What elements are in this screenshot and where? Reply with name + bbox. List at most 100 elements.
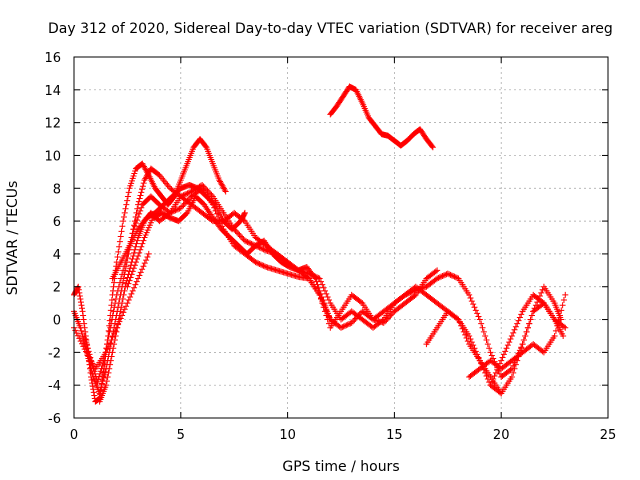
data-point-interp xyxy=(112,296,119,303)
data-point xyxy=(109,349,116,356)
data-point-interp xyxy=(102,368,109,375)
data-point-interp xyxy=(526,320,533,327)
data-point xyxy=(113,324,120,331)
x-tick-label: 20 xyxy=(493,428,510,443)
data-point-interp xyxy=(100,375,107,382)
data-point-interp xyxy=(488,379,495,386)
data-point-interp xyxy=(125,280,132,287)
data-point-interp xyxy=(208,192,215,199)
data-point-interp xyxy=(342,322,349,329)
data-point xyxy=(252,259,259,266)
data-point xyxy=(560,332,567,339)
data-point-interp xyxy=(456,319,463,326)
data-point-interp xyxy=(96,370,103,377)
data-point-interp xyxy=(384,315,391,322)
data-point-interp xyxy=(339,324,346,331)
data-point-interp xyxy=(311,274,318,281)
data-point-interp xyxy=(527,316,534,323)
data-point-interp xyxy=(141,260,148,267)
data-point-interp xyxy=(126,277,133,284)
data-point-interp xyxy=(490,376,497,383)
data-point-interp xyxy=(78,302,85,309)
data-point-interp xyxy=(136,210,143,217)
data-point-interp xyxy=(117,275,124,282)
data-point-interp xyxy=(101,371,108,378)
data-point-interp xyxy=(84,345,91,352)
data-point-interp xyxy=(388,311,395,318)
data-point-interp xyxy=(105,327,112,334)
data-point-interp xyxy=(131,284,138,291)
data-point-interp xyxy=(241,210,248,217)
data-point-interp xyxy=(502,348,509,355)
data-point-interp xyxy=(207,190,214,197)
data-point-interp xyxy=(237,233,244,240)
data-point-interp xyxy=(507,366,514,373)
data-point-interp xyxy=(474,310,481,317)
data-point-interp xyxy=(103,378,110,385)
data-point-interp xyxy=(460,328,467,335)
data-point xyxy=(81,332,88,339)
data-point-interp xyxy=(80,316,87,323)
data-point-interp xyxy=(410,288,417,295)
data-point-interp xyxy=(107,357,114,364)
data-point-interp xyxy=(351,316,358,323)
data-point-interp xyxy=(183,210,190,217)
data-point-interp xyxy=(105,332,112,339)
data-point-interp xyxy=(137,269,144,276)
data-point xyxy=(487,382,494,389)
data-point-interp xyxy=(243,238,250,245)
data-point-interp xyxy=(124,197,131,204)
data-point-interp xyxy=(528,312,535,319)
data-point-interp xyxy=(512,323,519,330)
data-point xyxy=(327,316,334,323)
data-point-interp xyxy=(106,365,113,372)
data-point-interp xyxy=(314,281,321,288)
data-point-interp xyxy=(260,246,267,253)
data-point-interp xyxy=(131,249,138,256)
data-point-interp xyxy=(115,248,122,255)
data-point-interp xyxy=(539,299,546,306)
data-point-interp xyxy=(520,337,527,344)
data-point-interp xyxy=(233,229,240,236)
data-point-interp xyxy=(133,278,140,285)
data-point-interp xyxy=(253,259,260,266)
data-point-interp xyxy=(139,183,146,190)
data-point-interp xyxy=(130,265,137,272)
y-axis-label: SDTVAR / TECUs xyxy=(5,181,21,296)
data-point xyxy=(508,373,515,380)
data-point-interp xyxy=(121,209,128,216)
data-point-interp xyxy=(107,361,114,368)
data-point-interp xyxy=(452,274,459,281)
data-point-interp xyxy=(315,284,322,291)
data-point-interp xyxy=(136,195,143,202)
data-point-interp xyxy=(183,191,190,198)
data-point-interp xyxy=(108,316,115,323)
data-point-interp xyxy=(108,320,115,327)
data-point-interp xyxy=(127,274,134,281)
data-point-interp xyxy=(257,261,264,268)
data-point-interp xyxy=(179,203,186,210)
data-point-interp xyxy=(121,287,128,294)
series-arc-6 xyxy=(109,181,248,282)
data-point-interp xyxy=(119,300,126,307)
data-point-interp xyxy=(110,345,117,352)
data-point-interp xyxy=(122,205,129,212)
data-point-interp xyxy=(255,260,262,267)
data-point-interp xyxy=(411,287,418,294)
data-point xyxy=(107,324,114,331)
data-point-interp xyxy=(511,326,518,333)
y-tick-label: -4 xyxy=(48,379,61,394)
data-point-interp xyxy=(81,320,88,327)
data-point-interp xyxy=(95,376,102,383)
data-point xyxy=(79,308,86,315)
data-point-interp xyxy=(560,323,567,330)
data-point-interp xyxy=(108,297,115,304)
data-point-interp xyxy=(429,143,436,150)
data-point-interp xyxy=(128,271,135,278)
data-point-interp xyxy=(350,318,357,325)
data-point-interp xyxy=(116,238,123,245)
data-point-interp xyxy=(408,288,415,295)
data-point-interp xyxy=(472,307,479,314)
y-tick-label: -6 xyxy=(48,412,61,427)
data-point xyxy=(338,324,344,331)
